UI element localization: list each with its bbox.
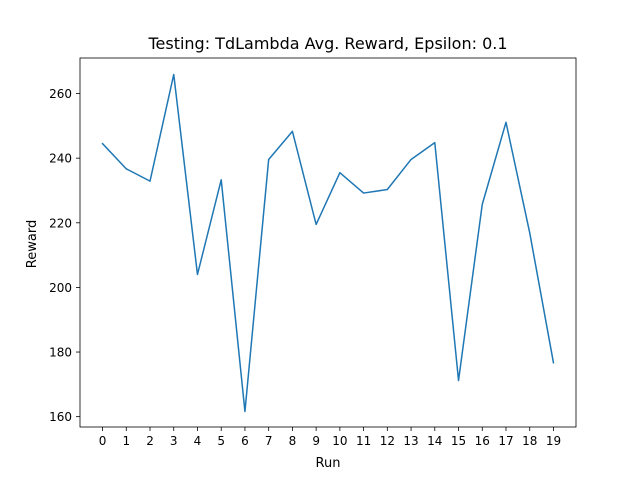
data-point [339, 172, 341, 174]
x-tick-label: 10 [332, 434, 347, 448]
y-tick-label: 160 [49, 410, 72, 424]
x-tick-label: 0 [99, 434, 107, 448]
data-point [387, 189, 389, 191]
data-point [125, 168, 127, 170]
x-tick-label: 14 [427, 434, 442, 448]
data-point [505, 122, 507, 124]
y-tick-label: 180 [49, 346, 72, 360]
data-point [481, 204, 483, 206]
data-point [553, 362, 555, 364]
x-tick-label: 5 [217, 434, 225, 448]
data-point [220, 179, 222, 181]
x-tick-label: 18 [522, 434, 537, 448]
data-point [315, 224, 317, 226]
x-tick-label: 9 [312, 434, 320, 448]
x-tick-label: 11 [356, 434, 371, 448]
y-axis-label: Reward [25, 220, 40, 268]
x-tick-label: 16 [475, 434, 490, 448]
data-point [244, 411, 246, 413]
y-tick-label: 220 [49, 216, 72, 230]
data-point [149, 180, 151, 182]
x-axis-label: Run [316, 456, 341, 471]
data-point [292, 131, 294, 133]
x-tick-label: 7 [265, 434, 273, 448]
data-point [410, 159, 412, 161]
data-point [434, 142, 436, 144]
x-tick-label: 15 [451, 434, 466, 448]
chart-title: Testing: TdLambda Avg. Reward, Epsilon: … [147, 34, 507, 53]
plot-area: 0 1 2 3 4 5 6 7 8 9 10 11 12 13 14 15 16 17 18 191601802002… [49, 57, 577, 448]
x-tick-label: 3 [170, 434, 178, 448]
data-point [458, 380, 460, 382]
x-tick-label: 2 [146, 434, 154, 448]
y-tick-label: 260 [49, 87, 72, 101]
axes-frame [79, 57, 577, 428]
x-tick-label: 1 [122, 434, 130, 448]
x-tick-label: 19 [546, 434, 561, 448]
data-point [268, 159, 270, 161]
y-tick-label: 200 [49, 281, 72, 295]
x-tick-label: 13 [403, 434, 418, 448]
x-tick-label: 4 [194, 434, 202, 448]
series-line-0 [101, 73, 555, 413]
data-point [173, 74, 175, 76]
data-point [102, 143, 104, 145]
x-tick-label: 12 [380, 434, 395, 448]
y-tick-label: 240 [49, 152, 72, 166]
data-point [197, 274, 199, 276]
x-tick-label: 17 [498, 434, 513, 448]
data-point [363, 192, 365, 194]
data-point [529, 232, 531, 234]
x-tick-label: 8 [289, 434, 297, 448]
x-tick-label: 6 [241, 434, 249, 448]
